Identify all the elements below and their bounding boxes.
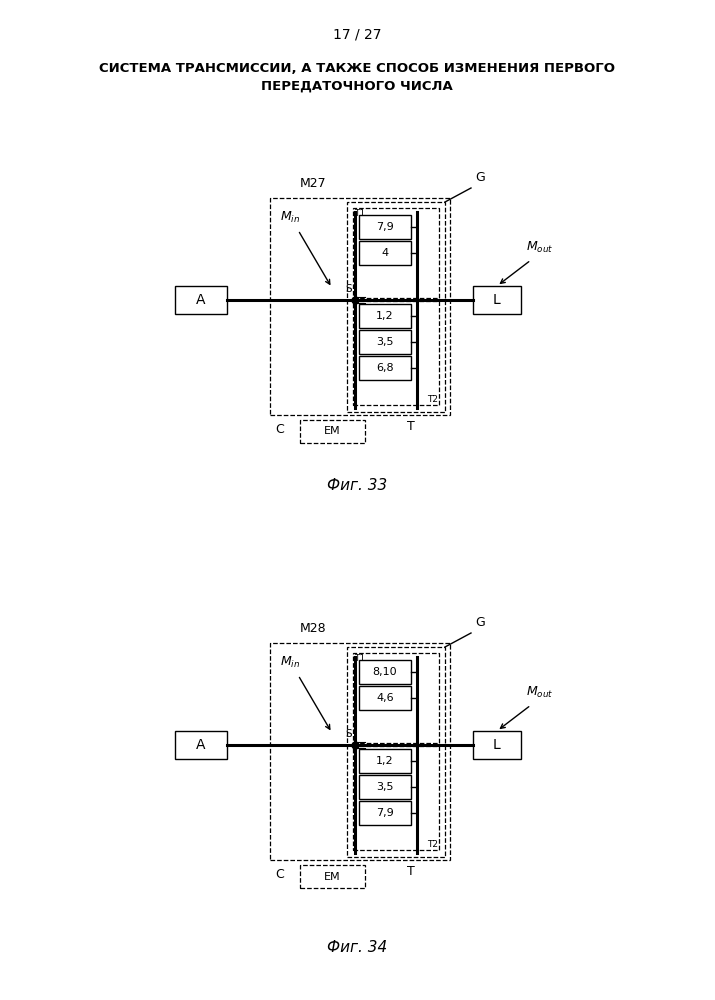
Text: 7,9: 7,9	[376, 808, 394, 818]
Text: $M_{out}$: $M_{out}$	[526, 240, 553, 255]
Bar	[359, 304, 411, 328]
Bar	[473, 731, 521, 759]
Bar	[347, 647, 445, 857]
Text: Фиг. 34: Фиг. 34	[327, 940, 387, 955]
Text: 17 / 27: 17 / 27	[332, 28, 381, 42]
Bar	[359, 215, 411, 239]
Text: 4,6: 4,6	[376, 693, 394, 703]
Text: L: L	[493, 738, 501, 752]
Text: L: L	[493, 293, 501, 307]
Text: 6,8: 6,8	[376, 363, 394, 373]
Text: T: T	[407, 420, 415, 433]
Text: 7,9: 7,9	[376, 222, 394, 232]
Text: $M_{out}$: $M_{out}$	[526, 685, 553, 700]
Text: G: G	[475, 171, 485, 184]
Bar	[353, 208, 439, 298]
Bar	[347, 202, 445, 412]
Bar	[353, 746, 439, 850]
Text: A: A	[196, 293, 206, 307]
Text: M28: M28	[300, 622, 327, 635]
Text: 3,5: 3,5	[376, 337, 394, 347]
Text: A: A	[196, 738, 206, 752]
Text: EM: EM	[324, 871, 341, 882]
Bar	[353, 301, 439, 405]
Text: 1,2: 1,2	[376, 756, 394, 766]
Text: ПЕРЕДАТОЧНОГО ЧИСЛА: ПЕРЕДАТОЧНОГО ЧИСЛА	[261, 80, 453, 93]
Text: C: C	[275, 868, 284, 881]
Bar	[359, 775, 411, 799]
Bar	[359, 356, 411, 380]
Text: M27: M27	[300, 177, 327, 190]
Text: T1: T1	[354, 654, 365, 663]
Text: $M_{in}$: $M_{in}$	[280, 655, 300, 670]
Text: T2: T2	[427, 840, 438, 849]
Text: G: G	[475, 616, 485, 629]
Bar	[270, 643, 450, 860]
Bar	[359, 749, 411, 773]
Text: 3,5: 3,5	[376, 782, 394, 792]
Text: T: T	[407, 865, 415, 878]
Bar	[300, 420, 365, 443]
Bar	[359, 330, 411, 354]
Bar	[359, 660, 411, 684]
Text: C: C	[275, 423, 284, 436]
Text: S: S	[345, 729, 352, 739]
Text: T1: T1	[354, 209, 365, 218]
Bar	[175, 286, 227, 314]
Bar	[359, 801, 411, 825]
Text: 4: 4	[381, 248, 388, 258]
Text: S: S	[345, 284, 352, 294]
Bar	[175, 731, 227, 759]
Text: 1,2: 1,2	[376, 311, 394, 321]
Bar	[353, 653, 439, 743]
Text: Фиг. 33: Фиг. 33	[327, 478, 387, 493]
Text: 8,10: 8,10	[373, 667, 398, 677]
Bar	[473, 286, 521, 314]
Bar	[300, 865, 365, 888]
Text: T2: T2	[427, 395, 438, 404]
Bar	[359, 241, 411, 265]
Text: $M_{in}$: $M_{in}$	[280, 210, 300, 225]
Text: EM: EM	[324, 426, 341, 436]
Bar	[359, 686, 411, 710]
Text: СИСТЕМА ТРАНСМИССИИ, А ТАКЖЕ СПОСОБ ИЗМЕНЕНИЯ ПЕРВОГО: СИСТЕМА ТРАНСМИССИИ, А ТАКЖЕ СПОСОБ ИЗМЕ…	[99, 62, 615, 75]
Bar	[270, 198, 450, 415]
